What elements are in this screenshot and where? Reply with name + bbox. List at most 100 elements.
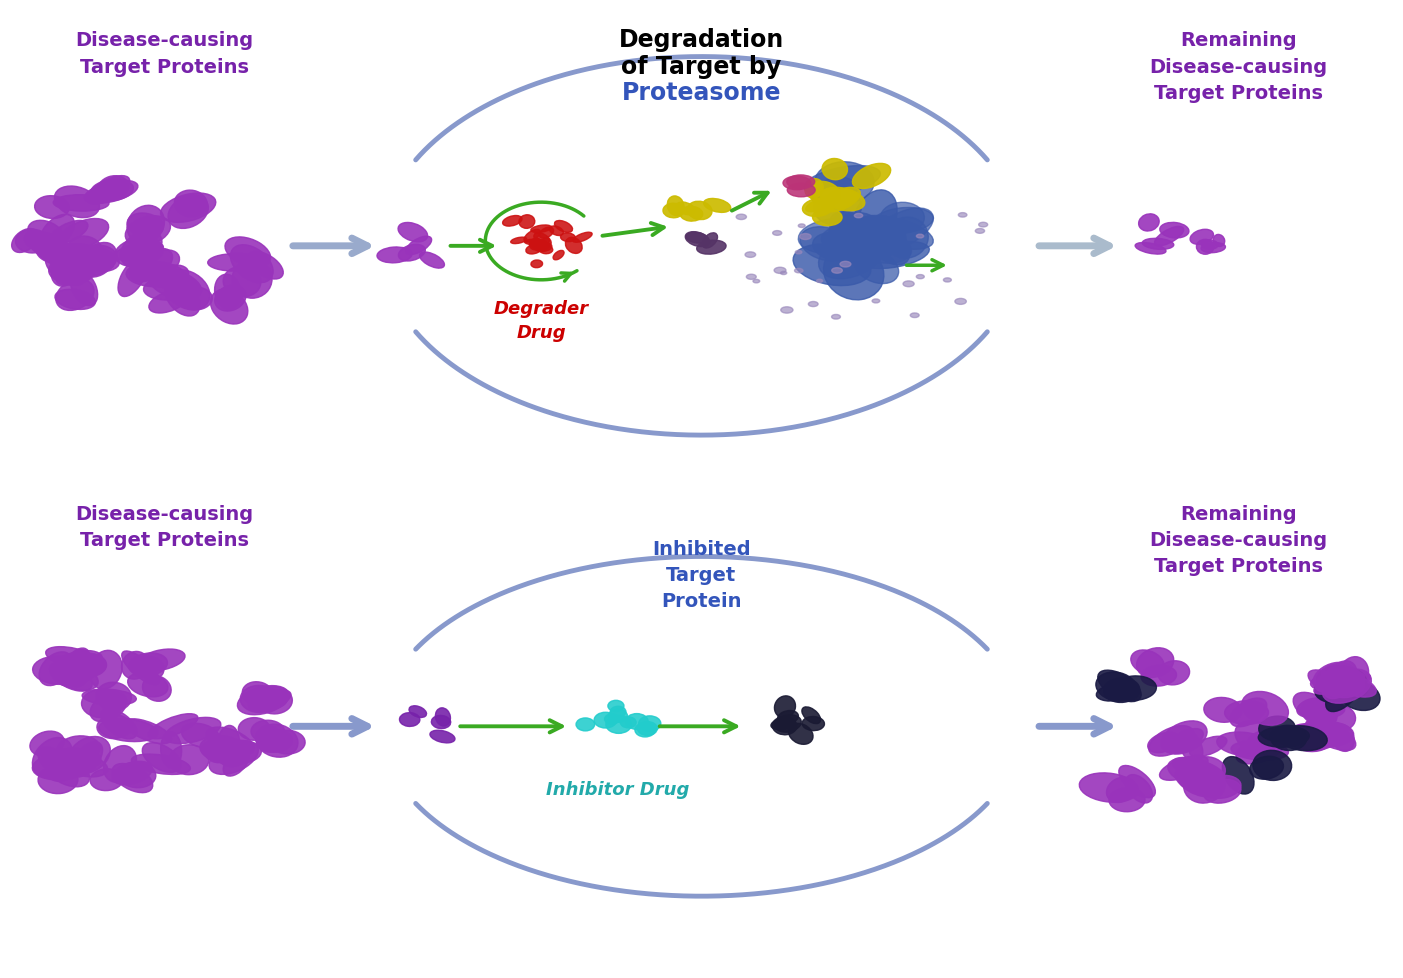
Ellipse shape xyxy=(70,270,98,306)
Ellipse shape xyxy=(873,299,880,303)
Ellipse shape xyxy=(153,266,188,289)
Ellipse shape xyxy=(1096,684,1136,701)
Ellipse shape xyxy=(1142,239,1174,250)
Ellipse shape xyxy=(125,719,171,744)
Ellipse shape xyxy=(593,713,617,729)
Ellipse shape xyxy=(58,248,114,271)
Ellipse shape xyxy=(530,240,542,249)
Ellipse shape xyxy=(1197,240,1214,255)
Ellipse shape xyxy=(201,736,244,762)
Ellipse shape xyxy=(770,719,794,730)
Text: Degrader: Degrader xyxy=(494,300,589,318)
Ellipse shape xyxy=(800,228,852,262)
Ellipse shape xyxy=(577,718,595,732)
Ellipse shape xyxy=(32,737,72,778)
Ellipse shape xyxy=(1096,672,1136,701)
Ellipse shape xyxy=(205,738,234,763)
Ellipse shape xyxy=(745,252,756,258)
Ellipse shape xyxy=(91,180,133,201)
Text: Disease-causing: Disease-causing xyxy=(76,505,254,523)
Ellipse shape xyxy=(66,650,93,688)
Ellipse shape xyxy=(753,280,759,284)
Ellipse shape xyxy=(84,181,137,204)
Ellipse shape xyxy=(32,754,90,780)
Ellipse shape xyxy=(149,270,202,300)
Ellipse shape xyxy=(52,663,98,690)
Ellipse shape xyxy=(812,178,857,210)
Ellipse shape xyxy=(777,711,798,725)
Ellipse shape xyxy=(142,743,181,773)
Ellipse shape xyxy=(1201,244,1225,253)
Ellipse shape xyxy=(638,716,661,732)
Ellipse shape xyxy=(215,275,241,310)
Ellipse shape xyxy=(209,735,243,765)
Ellipse shape xyxy=(1331,725,1354,752)
Ellipse shape xyxy=(38,766,79,794)
Ellipse shape xyxy=(216,742,247,767)
Ellipse shape xyxy=(216,726,240,766)
Ellipse shape xyxy=(216,740,261,764)
Ellipse shape xyxy=(1310,670,1371,691)
Ellipse shape xyxy=(168,197,209,229)
Ellipse shape xyxy=(164,718,220,744)
Ellipse shape xyxy=(803,707,821,724)
Ellipse shape xyxy=(81,689,123,718)
Ellipse shape xyxy=(215,286,246,312)
Ellipse shape xyxy=(212,737,240,761)
Ellipse shape xyxy=(796,251,803,254)
Ellipse shape xyxy=(773,232,781,236)
Ellipse shape xyxy=(132,754,191,775)
Ellipse shape xyxy=(780,272,787,275)
Ellipse shape xyxy=(519,215,535,229)
Ellipse shape xyxy=(1204,779,1240,803)
Ellipse shape xyxy=(1136,648,1174,678)
Ellipse shape xyxy=(251,721,285,743)
Ellipse shape xyxy=(122,651,149,680)
Ellipse shape xyxy=(210,290,248,325)
Ellipse shape xyxy=(48,244,94,268)
Ellipse shape xyxy=(224,238,271,267)
Text: Target Proteins: Target Proteins xyxy=(80,531,250,550)
Ellipse shape xyxy=(808,302,818,307)
Ellipse shape xyxy=(410,706,427,718)
Ellipse shape xyxy=(223,267,261,297)
Ellipse shape xyxy=(529,240,542,250)
Ellipse shape xyxy=(840,262,850,268)
Ellipse shape xyxy=(377,247,412,263)
Ellipse shape xyxy=(821,221,897,252)
Ellipse shape xyxy=(637,722,658,735)
Ellipse shape xyxy=(1179,775,1214,797)
Ellipse shape xyxy=(28,221,65,248)
Ellipse shape xyxy=(854,234,912,264)
Ellipse shape xyxy=(812,233,859,261)
Ellipse shape xyxy=(174,191,208,217)
Ellipse shape xyxy=(1306,698,1343,716)
Ellipse shape xyxy=(979,223,988,228)
Ellipse shape xyxy=(1155,227,1184,246)
Ellipse shape xyxy=(839,228,905,256)
Ellipse shape xyxy=(48,760,74,781)
Ellipse shape xyxy=(11,229,38,253)
Ellipse shape xyxy=(1242,691,1288,726)
Ellipse shape xyxy=(539,228,554,239)
Ellipse shape xyxy=(831,213,884,254)
Ellipse shape xyxy=(1326,674,1362,712)
Ellipse shape xyxy=(164,271,210,311)
Ellipse shape xyxy=(1331,677,1362,697)
Ellipse shape xyxy=(1294,722,1354,747)
Ellipse shape xyxy=(774,696,796,718)
Ellipse shape xyxy=(1160,223,1188,239)
Ellipse shape xyxy=(606,716,631,734)
Ellipse shape xyxy=(59,219,108,250)
Ellipse shape xyxy=(137,250,180,281)
Ellipse shape xyxy=(550,227,564,237)
Ellipse shape xyxy=(137,649,185,671)
Ellipse shape xyxy=(126,206,164,244)
Text: Disease-causing: Disease-causing xyxy=(1149,531,1327,550)
Ellipse shape xyxy=(835,226,890,260)
Ellipse shape xyxy=(620,717,636,728)
Ellipse shape xyxy=(812,209,842,227)
Ellipse shape xyxy=(230,245,274,284)
Ellipse shape xyxy=(1131,650,1164,675)
Ellipse shape xyxy=(405,237,432,255)
